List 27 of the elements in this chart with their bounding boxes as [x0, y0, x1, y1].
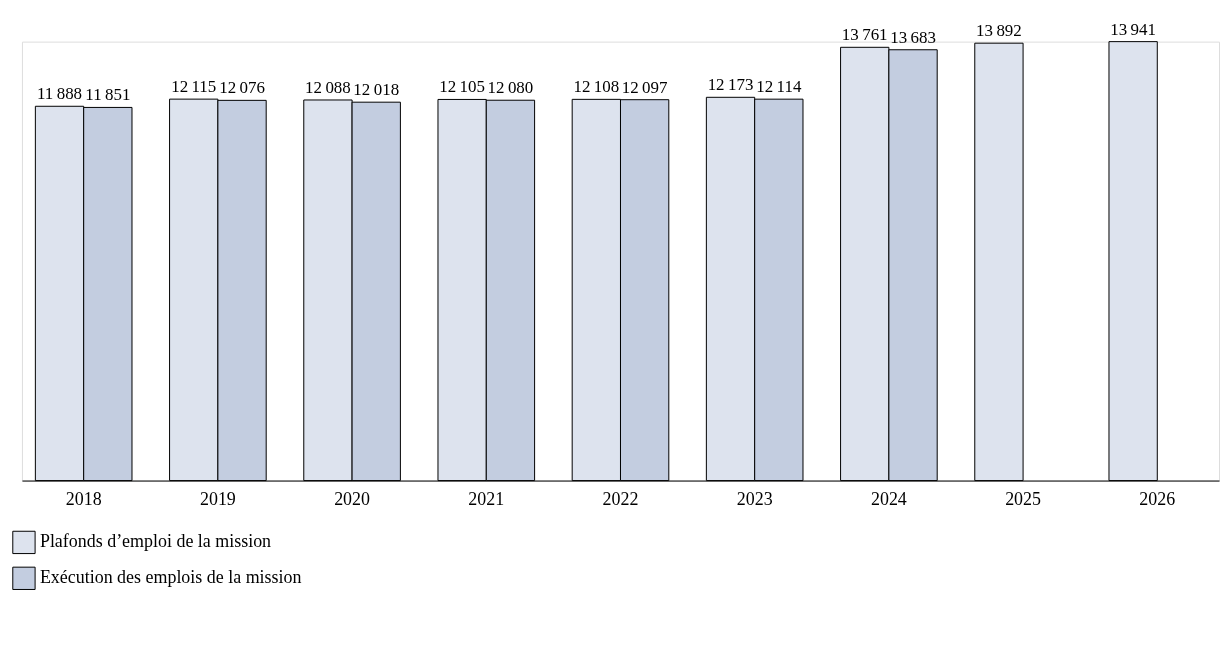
data-label: 13 683	[890, 27, 936, 47]
x-tick-label: 2026	[1139, 489, 1176, 509]
x-tick-label: 2021	[468, 489, 505, 509]
data-label: 12 105	[439, 77, 485, 97]
data-label: 12 115	[171, 77, 217, 97]
data-label: 11 851	[85, 85, 131, 105]
data-label: 13 941	[1110, 19, 1157, 39]
data-label: 12 108	[573, 77, 620, 97]
data-label: 11 888	[36, 84, 83, 104]
x-tick-label: 2022	[602, 489, 639, 509]
x-tick-label: 2020	[334, 489, 371, 509]
x-tick-label: 2019	[199, 489, 236, 509]
data-label: 12 018	[353, 80, 400, 100]
x-tick-label: 2018	[65, 489, 102, 509]
data-label: 12 080	[487, 78, 534, 98]
data-label: 12 076	[219, 78, 265, 98]
data-label: 13 761	[841, 25, 888, 45]
data-label: 12 173	[707, 75, 754, 95]
x-tick-label: 2024	[870, 489, 907, 509]
data-label: 12 114	[756, 77, 802, 97]
x-tick-label: 2025	[1005, 489, 1042, 509]
legend-label: Exécution des emplois de la mission	[39, 567, 302, 588]
data-label: 13 892	[976, 21, 1022, 41]
data-label: 12 088	[305, 77, 351, 97]
x-tick-label: 2023	[736, 489, 773, 509]
legend-label: Plafonds d’emploi de la mission	[39, 531, 272, 552]
data-label: 12 097	[621, 77, 668, 97]
